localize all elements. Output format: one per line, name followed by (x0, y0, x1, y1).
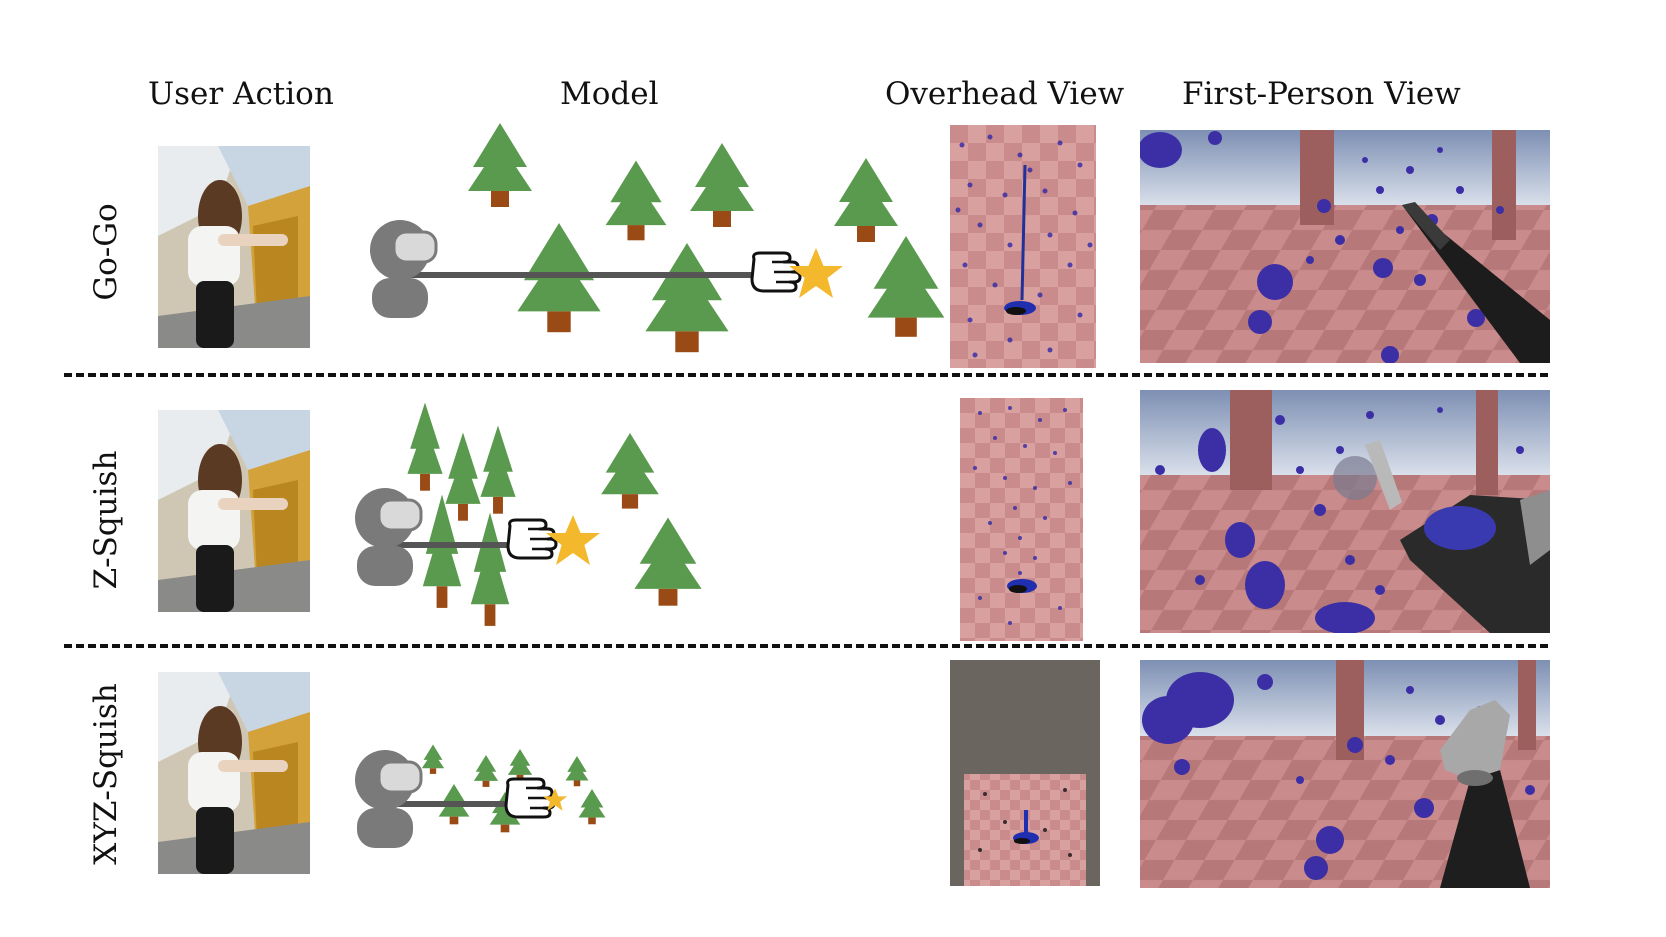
row-divider-1 (64, 373, 1548, 377)
user-action-photo-xyz-squish (158, 672, 310, 874)
first-person-view-xyz-squish (1140, 660, 1550, 888)
model-row-xyz-squish (353, 744, 606, 850)
model-row-z-squish (353, 402, 702, 626)
user-action-photo-go-go (158, 146, 310, 348)
overhead-view-xyz-squish (950, 660, 1100, 886)
column-header-first-person-view: First-Person View (1182, 76, 1461, 112)
model-row-go-go (368, 123, 945, 353)
row-divider-2 (64, 644, 1548, 648)
column-header-model: Model (560, 76, 659, 112)
row-label-xyz-squish: XYZ-Squish (88, 683, 124, 865)
first-person-view-z-squish (1140, 390, 1550, 633)
overhead-view-z-squish (960, 398, 1083, 641)
row-label-go-go: Go-Go (88, 203, 124, 301)
user-action-photo-z-squish (158, 410, 310, 612)
first-person-view-go-go (1140, 130, 1550, 363)
overhead-view-go-go (950, 125, 1096, 368)
column-header-overhead-view: Overhead View (885, 76, 1125, 112)
column-header-user-action: User Action (148, 76, 334, 112)
row-label-z-squish: Z-Squish (88, 450, 124, 590)
